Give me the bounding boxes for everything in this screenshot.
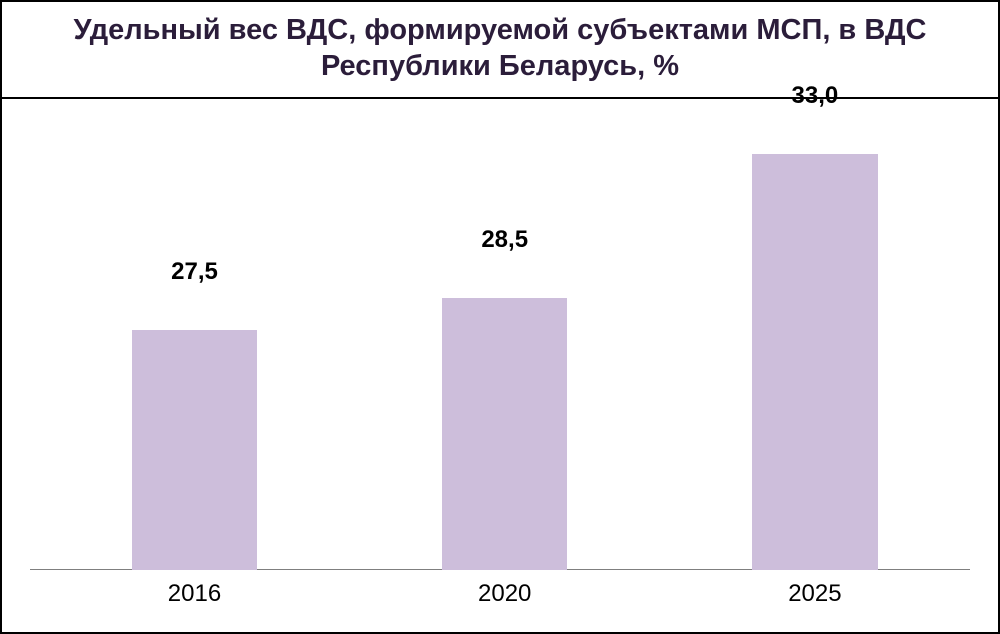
chart-plot-row: 27,528,533,0 [2, 99, 998, 571]
x-tick-2016: 2016 [168, 580, 221, 608]
chart-frame: Удельный вес ВДС, формируемой субъектами… [0, 0, 1000, 634]
bar-label-2020: 28,5 [481, 226, 528, 262]
bar-2020 [442, 298, 567, 570]
chart-title-box: Удельный вес ВДС, формируемой субъектами… [2, 2, 998, 99]
bar-label-2016: 27,5 [171, 258, 218, 294]
x-tick-2025: 2025 [788, 580, 841, 608]
chart-x-axis-row: 2016 2020 2025 [2, 570, 998, 632]
chart-plot-area: 27,528,533,0 [30, 123, 970, 571]
chart-x-axis: 2016 2020 2025 [30, 580, 970, 610]
bar-2025 [752, 154, 877, 570]
x-tick-2020: 2020 [478, 580, 531, 608]
bar-2016 [132, 330, 257, 570]
chart-title: Удельный вес ВДС, формируемой субъектами… [14, 12, 986, 85]
bar-label-2025: 33,0 [792, 82, 839, 118]
